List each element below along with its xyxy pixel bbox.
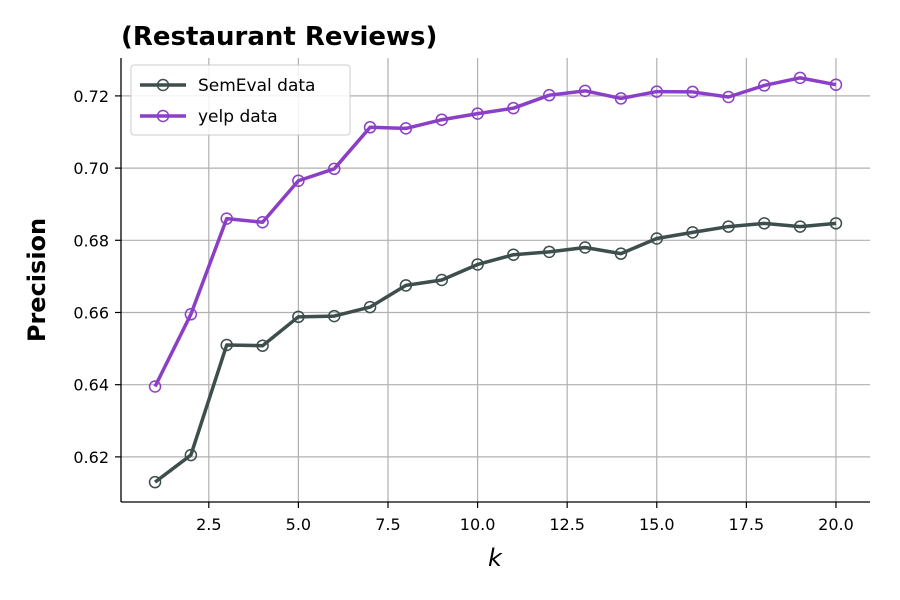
data-point-semeval-data [543,245,556,259]
data-point-yelp-data [399,122,413,135]
data-point-yelp-data [220,212,233,225]
x-tick-label: 20.0 [818,515,854,534]
data-point-yelp-data [686,85,699,99]
x-tick-label: 12.5 [549,515,585,534]
data-point-yelp-data [363,121,377,134]
data-point-semeval-data [650,232,664,245]
data-point-semeval-data [471,258,484,271]
data-point-semeval-data [327,309,341,323]
data-point-semeval-data [722,220,735,233]
data-point-semeval-data [292,310,305,324]
data-point-yelp-data [543,88,556,102]
x-tick-label: 5.0 [286,515,311,534]
x-tick-label: 2.5 [196,515,221,534]
data-point-semeval-data [256,339,269,352]
axes [120,58,870,503]
x-tick-label: 7.5 [375,515,400,534]
data-point-yelp-data [507,101,520,115]
data-point-yelp-data [722,90,735,104]
y-tick-label: 0.70 [73,159,109,178]
data-point-semeval-data [578,241,592,254]
data-point-yelp-data [292,174,305,187]
data-point-yelp-data [327,162,341,176]
data-point-semeval-data [686,226,699,239]
data-point-yelp-data [148,380,162,393]
legend: SemEval data yelp data [130,64,351,136]
data-point-semeval-data [758,217,771,230]
legend-marker-yelp [156,109,170,123]
x-ticks: 2.5 5.0 7.5 10.0 12.5 15.0 17.5 20.0 [196,502,854,534]
data-point-semeval-data [793,220,807,233]
data-point-yelp-data [793,71,807,85]
data-point-semeval-data [435,273,448,287]
data-point-semeval-data [829,217,843,230]
x-tick-label: 17.5 [729,515,765,534]
x-tick-label: 15.0 [639,515,675,534]
data-point-yelp-data [471,107,484,120]
data-point-semeval-data [507,248,520,261]
data-point-yelp-data [614,92,628,105]
y-ticks: 0.62 0.64 0.66 0.68 0.70 0.72 [73,87,121,467]
y-tick-label: 0.68 [73,231,109,250]
data-point-semeval-data [220,338,233,352]
data-point-yelp-data [435,113,448,126]
x-axis-label: k [488,544,503,572]
chart-title: (Restaurant Reviews) [121,22,437,52]
data-point-yelp-data [650,85,664,98]
y-tick-label: 0.64 [73,376,109,395]
y-tick-label: 0.66 [73,303,109,322]
data-point-yelp-data [758,79,771,92]
grid [121,58,870,502]
series-yelp-data [148,71,843,393]
data-point-yelp-data [184,308,198,321]
series-semeval-data [148,217,843,489]
data-point-yelp-data [256,215,269,229]
data-point-semeval-data [614,247,628,260]
data-point-semeval-data [184,448,198,462]
series-line-semeval-data [153,221,837,484]
x-tick-label: 10.0 [460,515,496,534]
legend-label-yelp: yelp data [198,107,278,127]
y-tick-label: 0.62 [73,448,109,467]
y-axis-label: Precision [23,218,51,342]
data-point-yelp-data [829,78,843,91]
legend-marker-semeval [156,78,170,92]
series [148,71,843,489]
legend-label-semeval: SemEval data [198,76,315,96]
y-tick-label: 0.72 [73,87,109,106]
data-point-semeval-data [363,300,377,314]
data-point-semeval-data [148,475,162,489]
data-point-yelp-data [578,84,592,98]
data-point-semeval-data [399,279,413,292]
